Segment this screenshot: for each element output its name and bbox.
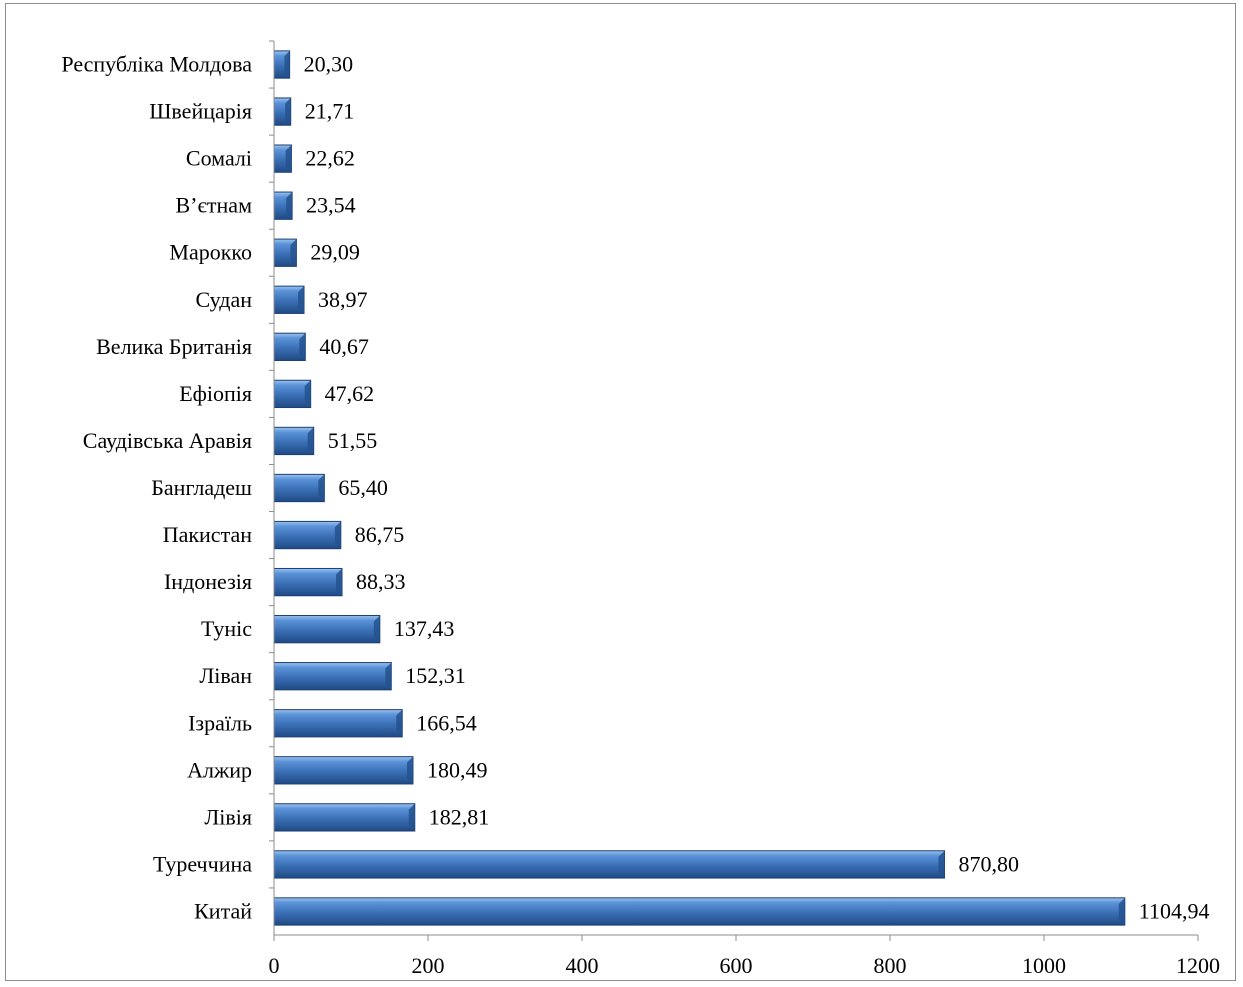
category-label-9: Бангладеш bbox=[151, 475, 252, 500]
category-label-1: Швейцарія bbox=[149, 99, 252, 124]
value-label-14: 166,54 bbox=[416, 710, 477, 735]
bar-bevel-14 bbox=[396, 709, 403, 737]
bar-bevel-5 bbox=[298, 286, 305, 314]
bar-13 bbox=[273, 662, 392, 691]
value-label-4: 29,09 bbox=[310, 240, 360, 265]
x-tick-label-3: 600 bbox=[720, 953, 753, 978]
category-label-4: Марокко bbox=[169, 240, 252, 265]
value-label-9: 65,40 bbox=[338, 475, 388, 500]
value-label-1: 21,71 bbox=[305, 99, 355, 124]
category-label-8: Саудівська Аравія bbox=[83, 428, 252, 453]
value-label-2: 22,62 bbox=[305, 146, 355, 171]
bar-bevel-11 bbox=[336, 568, 343, 596]
bar-bevel-0 bbox=[284, 50, 290, 79]
x-tick-label-6: 1200 bbox=[1176, 953, 1220, 978]
category-label-10: Пакистан bbox=[163, 522, 253, 547]
bar-9 bbox=[273, 473, 325, 503]
bar-bevel-1 bbox=[285, 97, 291, 126]
x-tick-label-1: 200 bbox=[412, 953, 445, 978]
bar-12 bbox=[273, 615, 381, 644]
bar-15 bbox=[273, 756, 414, 785]
value-label-5: 38,97 bbox=[318, 287, 368, 312]
chart-frame: 20,30 21,71 22,62 23,54 29,09 38,97 40,67 47,62… bbox=[5, 3, 1236, 981]
value-label-11: 88,33 bbox=[356, 569, 406, 594]
bar-bevel-12 bbox=[373, 615, 380, 643]
bar-bevel-2 bbox=[285, 144, 292, 173]
category-label-15: Алжир bbox=[187, 757, 252, 782]
value-label-16: 182,81 bbox=[429, 804, 490, 829]
x-tick-label-5: 1000 bbox=[1022, 953, 1066, 978]
bar-17 bbox=[273, 850, 946, 879]
x-tick-label-2: 400 bbox=[566, 953, 599, 978]
bar-bevel-3 bbox=[286, 192, 293, 220]
category-label-12: Туніс bbox=[201, 616, 252, 641]
category-label-16: Лівія bbox=[204, 804, 252, 829]
axes-group: 0 200 400 600 800 1000 1200 bbox=[269, 40, 1220, 978]
value-label-15: 180,49 bbox=[427, 757, 488, 782]
bar-16 bbox=[273, 803, 416, 832]
value-label-17: 870,80 bbox=[959, 851, 1020, 876]
value-label-13: 152,31 bbox=[405, 663, 466, 688]
category-label-3: В’єтнам bbox=[175, 193, 252, 218]
bar-bevel-10 bbox=[334, 521, 341, 549]
category-label-2: Сомалі bbox=[186, 146, 252, 171]
category-labels-group: Республіка Молдова Швейцарія Сомалі В’єтнам… bbox=[61, 52, 252, 924]
x-tick-label-0: 0 bbox=[269, 953, 280, 978]
category-label-11: Індонезія bbox=[164, 569, 252, 594]
bar-chart: 20,30 21,71 22,62 23,54 29,09 38,97 40,67 47,62… bbox=[61, 40, 1220, 978]
bar-bevel-18 bbox=[1118, 897, 1125, 926]
value-label-8: 51,55 bbox=[328, 428, 378, 453]
value-label-7: 47,62 bbox=[325, 381, 375, 406]
bar-bevel-13 bbox=[385, 662, 392, 690]
bar-14 bbox=[273, 709, 403, 738]
value-label-10: 86,75 bbox=[355, 522, 405, 547]
value-label-12: 137,43 bbox=[394, 616, 455, 641]
bar-18 bbox=[273, 897, 1126, 926]
category-label-5: Судан bbox=[196, 287, 253, 312]
category-label-0: Республіка Молдова bbox=[61, 52, 252, 77]
x-tick-label-4: 800 bbox=[874, 953, 907, 978]
bar-bevel-15 bbox=[406, 756, 413, 784]
bars-group bbox=[273, 50, 1126, 926]
category-label-14: Ізраїль bbox=[188, 710, 252, 735]
value-label-6: 40,67 bbox=[319, 334, 369, 359]
bar-bevel-6 bbox=[299, 333, 306, 361]
category-label-13: Ліван bbox=[199, 663, 252, 688]
bar-11 bbox=[273, 567, 343, 597]
category-label-17: Туреччина bbox=[153, 851, 252, 876]
bar-6 bbox=[273, 332, 306, 361]
bar-bevel-16 bbox=[408, 803, 415, 832]
category-label-7: Ефіопія bbox=[179, 381, 252, 406]
category-label-6: Велика Британія bbox=[96, 334, 252, 359]
bar-bevel-17 bbox=[938, 850, 945, 879]
value-labels-group: 20,30 21,71 22,62 23,54 29,09 38,97 40,67 47,62… bbox=[304, 52, 1210, 924]
bar-bevel-8 bbox=[307, 427, 314, 455]
bar-10 bbox=[273, 520, 342, 550]
value-label-3: 23,54 bbox=[306, 193, 356, 218]
category-label-18: Китай bbox=[194, 898, 252, 923]
bar-bevel-4 bbox=[290, 239, 297, 267]
bar-bevel-7 bbox=[304, 380, 311, 408]
value-label-18: 1104,94 bbox=[1139, 898, 1210, 923]
value-label-0: 20,30 bbox=[304, 52, 354, 77]
bar-bevel-9 bbox=[318, 474, 325, 502]
